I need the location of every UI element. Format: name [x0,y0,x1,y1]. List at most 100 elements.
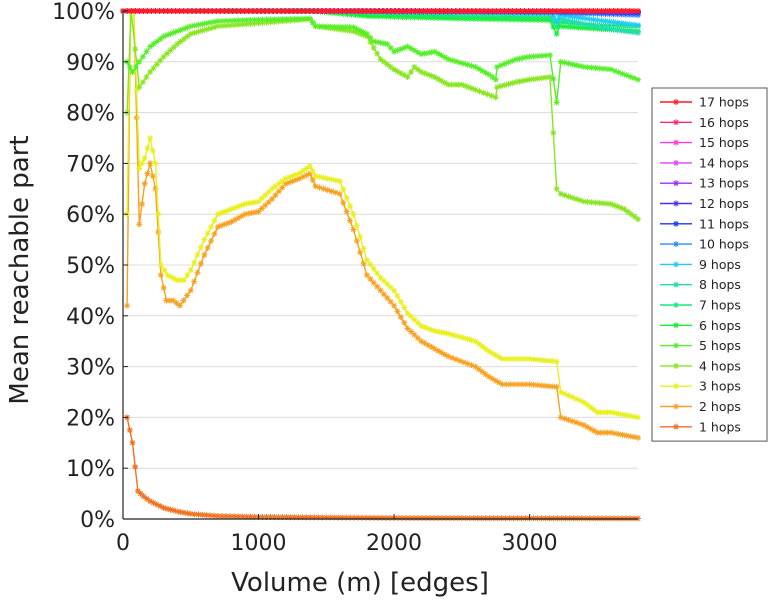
data-point [480,89,487,96]
data-point [367,261,374,268]
data-point [497,62,504,69]
data-point [485,71,492,78]
data-point [435,75,442,82]
data-point [526,13,533,20]
data-point [247,16,254,23]
data-point [453,356,460,363]
data-point [542,382,549,389]
data-point [466,515,473,522]
data-point [136,84,143,91]
data-point [225,8,232,14]
data-point [291,15,298,22]
data-point [588,64,595,71]
data-point [553,24,560,31]
data-point [235,513,242,520]
data-point [449,57,456,64]
data-point [307,170,314,177]
data-point [421,340,428,347]
data-point [367,514,374,521]
data-point [456,8,463,14]
data-point [507,381,514,388]
data-point [567,18,574,25]
data-point [132,46,139,53]
data-point [622,8,629,14]
data-point [553,18,560,25]
data-point [133,86,140,93]
y-tick-label: 0% [80,508,115,533]
data-point [141,180,148,187]
data-point [556,15,563,22]
data-point [374,50,381,57]
data-point [203,26,210,33]
data-point [357,30,364,37]
data-point [534,75,541,82]
data-point [606,22,613,29]
data-point [174,41,181,48]
data-point [501,82,508,89]
data-point [440,8,447,14]
data-point [180,25,187,32]
data-point [460,359,467,366]
data-point [391,48,398,55]
data-point [275,514,282,521]
data-point [286,8,293,14]
data-point [255,208,262,215]
data-point [611,67,618,74]
data-point [252,199,259,206]
data-point [289,178,296,185]
data-point [320,23,327,30]
data-point [290,8,297,14]
data-point [404,310,411,317]
data-point [526,76,533,83]
data-point [387,298,394,305]
data-point [587,425,594,432]
data-point [150,41,157,48]
data-point [507,355,514,362]
data-point [488,92,495,99]
data-point [286,174,293,181]
data-point [511,355,518,362]
data-point [330,8,337,14]
data-point [255,16,262,23]
data-point [606,25,613,32]
data-point [482,371,489,378]
data-point [627,412,634,419]
data-point [610,8,617,14]
data-point [163,297,170,304]
data-point [302,8,309,14]
data-point [424,49,431,56]
data-point [351,8,358,14]
data-point [136,165,143,172]
data-point [424,8,431,14]
data-point [191,22,198,29]
data-point [201,251,208,258]
data-point [235,215,242,222]
data-point [516,55,523,62]
data-point [482,515,489,522]
data-point [147,43,154,50]
data-point [352,11,359,18]
data-point [623,412,630,419]
data-point [575,24,582,31]
data-point [630,21,637,28]
data-point [199,27,206,34]
data-point [339,23,346,30]
data-point [188,8,195,14]
data-point [411,47,418,54]
data-point [611,410,618,417]
data-point [558,515,565,522]
legend-marker [673,180,679,187]
data-point [452,81,459,88]
data-point [397,70,404,77]
legend-marker [673,342,679,349]
data-point [529,8,536,14]
data-point [569,194,576,201]
data-point [403,8,410,14]
data-point [460,8,467,14]
data-point [624,208,631,215]
data-point [211,217,218,224]
data-point [128,8,135,14]
data-point [367,34,374,41]
data-point [357,249,364,256]
